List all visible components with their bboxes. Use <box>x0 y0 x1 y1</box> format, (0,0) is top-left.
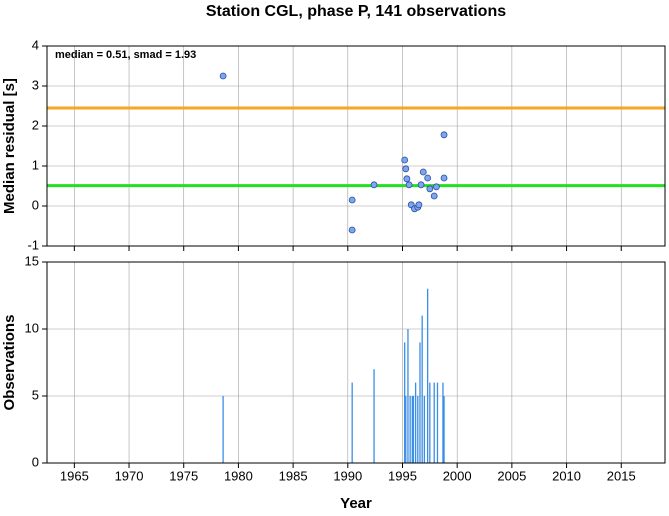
point <box>419 168 427 176</box>
y-tick-label: 1 <box>32 157 39 172</box>
y-tick-label: 15 <box>25 253 39 268</box>
plot-frame <box>46 45 666 247</box>
y-tick-label: -1 <box>27 237 39 252</box>
point <box>370 181 378 189</box>
point <box>405 181 413 189</box>
y-tick-label: 0 <box>32 454 39 469</box>
point <box>401 156 409 164</box>
y-tick-label: 5 <box>32 387 39 402</box>
point <box>417 181 425 189</box>
x-tick-label: 1975 <box>169 468 198 483</box>
y-tick-label: 3 <box>32 77 39 92</box>
x-tick-label: 2015 <box>607 468 636 483</box>
x-tick-label: 1980 <box>224 468 253 483</box>
x-tick-label: 2010 <box>552 468 581 483</box>
y-axis-label: Observations <box>1 315 18 411</box>
annotation: median = 0.51, smad = 1.93 <box>55 49 196 61</box>
point <box>424 174 432 182</box>
x-tick-label: 1990 <box>333 468 362 483</box>
x-tick-label: 2005 <box>497 468 526 483</box>
y-tick-label: 4 <box>32 37 39 52</box>
y-tick-label: 10 <box>25 320 39 335</box>
point <box>440 174 448 182</box>
point <box>432 183 440 191</box>
y-tick-label: 0 <box>32 197 39 212</box>
point <box>219 72 227 80</box>
y-axis-label: Median residual [s] <box>1 78 18 214</box>
x-tick-label: 1995 <box>388 468 417 483</box>
point <box>430 192 438 200</box>
point <box>440 131 448 139</box>
point <box>415 201 423 209</box>
x-tick-label: 1985 <box>279 468 308 483</box>
point <box>348 226 356 234</box>
x-tick-label: 2000 <box>443 468 472 483</box>
x-tick-label: 1965 <box>60 468 89 483</box>
point <box>403 175 411 183</box>
point <box>426 185 434 193</box>
chart-title: Station CGL, phase P, 141 observations <box>206 3 506 20</box>
point <box>402 165 410 173</box>
x-tick-label: 1970 <box>115 468 144 483</box>
y-tick-label: 2 <box>32 117 39 132</box>
point <box>348 196 356 204</box>
x-axis-label: Year <box>340 495 372 511</box>
plot-frame <box>46 261 666 464</box>
